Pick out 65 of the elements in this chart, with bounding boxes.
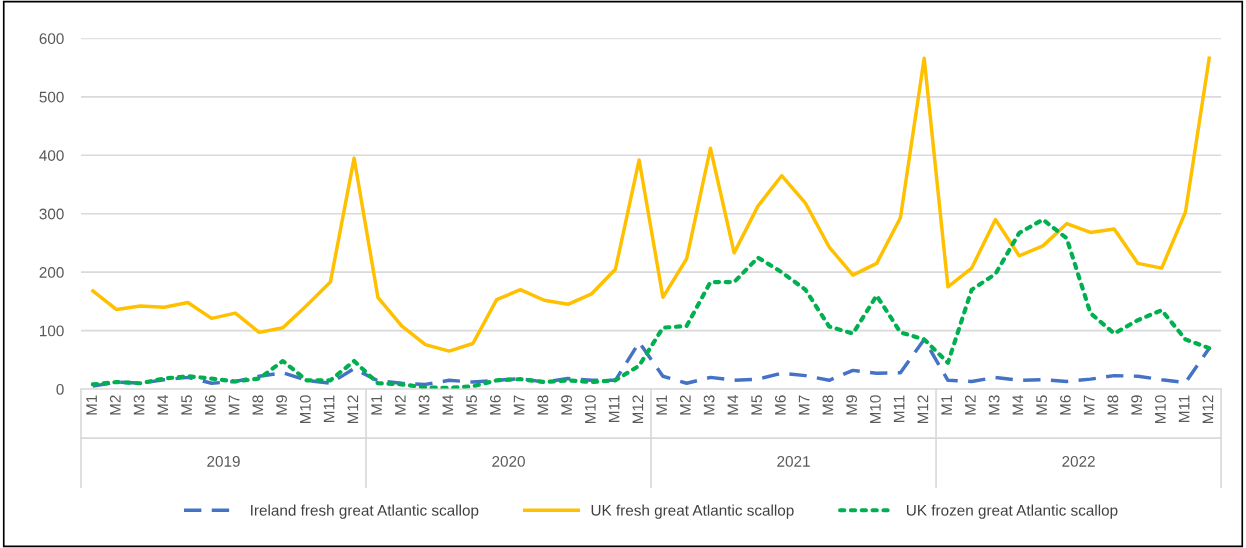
x-tick-label: M8 (537, 395, 549, 415)
x-tick-label: M2 (679, 395, 691, 415)
x-tick-label: M10 (1154, 395, 1166, 424)
x-tick-label: M7 (798, 395, 810, 415)
x-tick-label: M9 (561, 395, 572, 415)
x-tick-label: M5 (1036, 395, 1048, 415)
x-tick-label: M1 (371, 395, 382, 415)
x-tick-label: M2 (394, 395, 406, 415)
x-tick-label: M4 (157, 395, 169, 415)
text: 2020 (492, 456, 525, 467)
x-tick-label: M7 (228, 395, 240, 415)
x-tick-label: M10 (869, 395, 881, 424)
x-tick-label: M10 (299, 395, 311, 424)
text: 2022 (1062, 456, 1095, 467)
x-tick-label: M6 (489, 395, 501, 415)
line-series (90, 217, 1212, 390)
x-tick-label: M2 (964, 395, 976, 415)
legend-label: Ireland fresh great Atlantic scallop (251, 504, 479, 519)
x-tick-label: M11 (1178, 395, 1190, 422)
x-tick-label: M7 (513, 395, 525, 415)
x-tick-label: M3 (418, 395, 430, 415)
x-tick-label: M12 (632, 395, 644, 424)
x-tick-label: M8 (252, 395, 264, 415)
x-tick-label: M5 (181, 395, 192, 415)
legend-label: UK frozen great Atlantic scallop (906, 504, 1118, 519)
y-tick-label: 500 (39, 91, 64, 103)
text: 2019 (207, 456, 240, 467)
text: 2021 (777, 456, 810, 467)
x-tick-label: M2 (109, 395, 121, 415)
y-tick-label: 100 (40, 325, 64, 337)
y-tick-label: 0 (56, 383, 64, 395)
x-tick-label: M4 (442, 395, 454, 415)
x-tick-label: M5 (751, 395, 763, 415)
x-tick-label: M9 (846, 395, 858, 415)
x-tick-label: M6 (204, 395, 216, 415)
x-tick-label: M12 (1202, 395, 1214, 424)
x-tick-label: M4 (727, 395, 739, 415)
line-series (91, 56, 1211, 353)
x-tick-label: M10 (584, 395, 596, 424)
x-tick-label: M8 (822, 395, 834, 415)
x-tick-label: M4 (1012, 395, 1024, 415)
y-tick-label: 200 (39, 267, 64, 278)
x-tick-label: M1 (656, 395, 667, 415)
y-tick-label: 300 (39, 208, 64, 220)
x-tick-label: M5 (466, 395, 477, 415)
x-tick-label: M1 (941, 395, 952, 415)
x-tick-label: M7 (1083, 395, 1095, 415)
x-tick-label: M12 (917, 395, 929, 424)
x-tick-label: M1 (86, 395, 97, 415)
x-tick-label: M3 (703, 395, 715, 415)
y-tick-label: 400 (39, 150, 64, 161)
legend-label: UK fresh great Atlantic scallop (591, 504, 794, 519)
x-tick-label: M3 (988, 395, 1000, 415)
y-tick-label: 600 (39, 33, 64, 45)
x-tick-label: M3 (133, 395, 145, 415)
x-tick-label: M12 (347, 395, 359, 424)
x-tick-label: M11 (323, 395, 335, 422)
x-tick-label: M9 (276, 395, 287, 415)
x-tick-label: M11 (608, 395, 620, 422)
line-series (91, 337, 1211, 388)
x-tick-label: M6 (1059, 395, 1071, 415)
x-tick-label: M9 (1131, 395, 1143, 415)
x-tick-label: M8 (1107, 395, 1119, 415)
x-tick-label: M6 (774, 395, 786, 415)
x-tick-label: M11 (893, 395, 905, 422)
